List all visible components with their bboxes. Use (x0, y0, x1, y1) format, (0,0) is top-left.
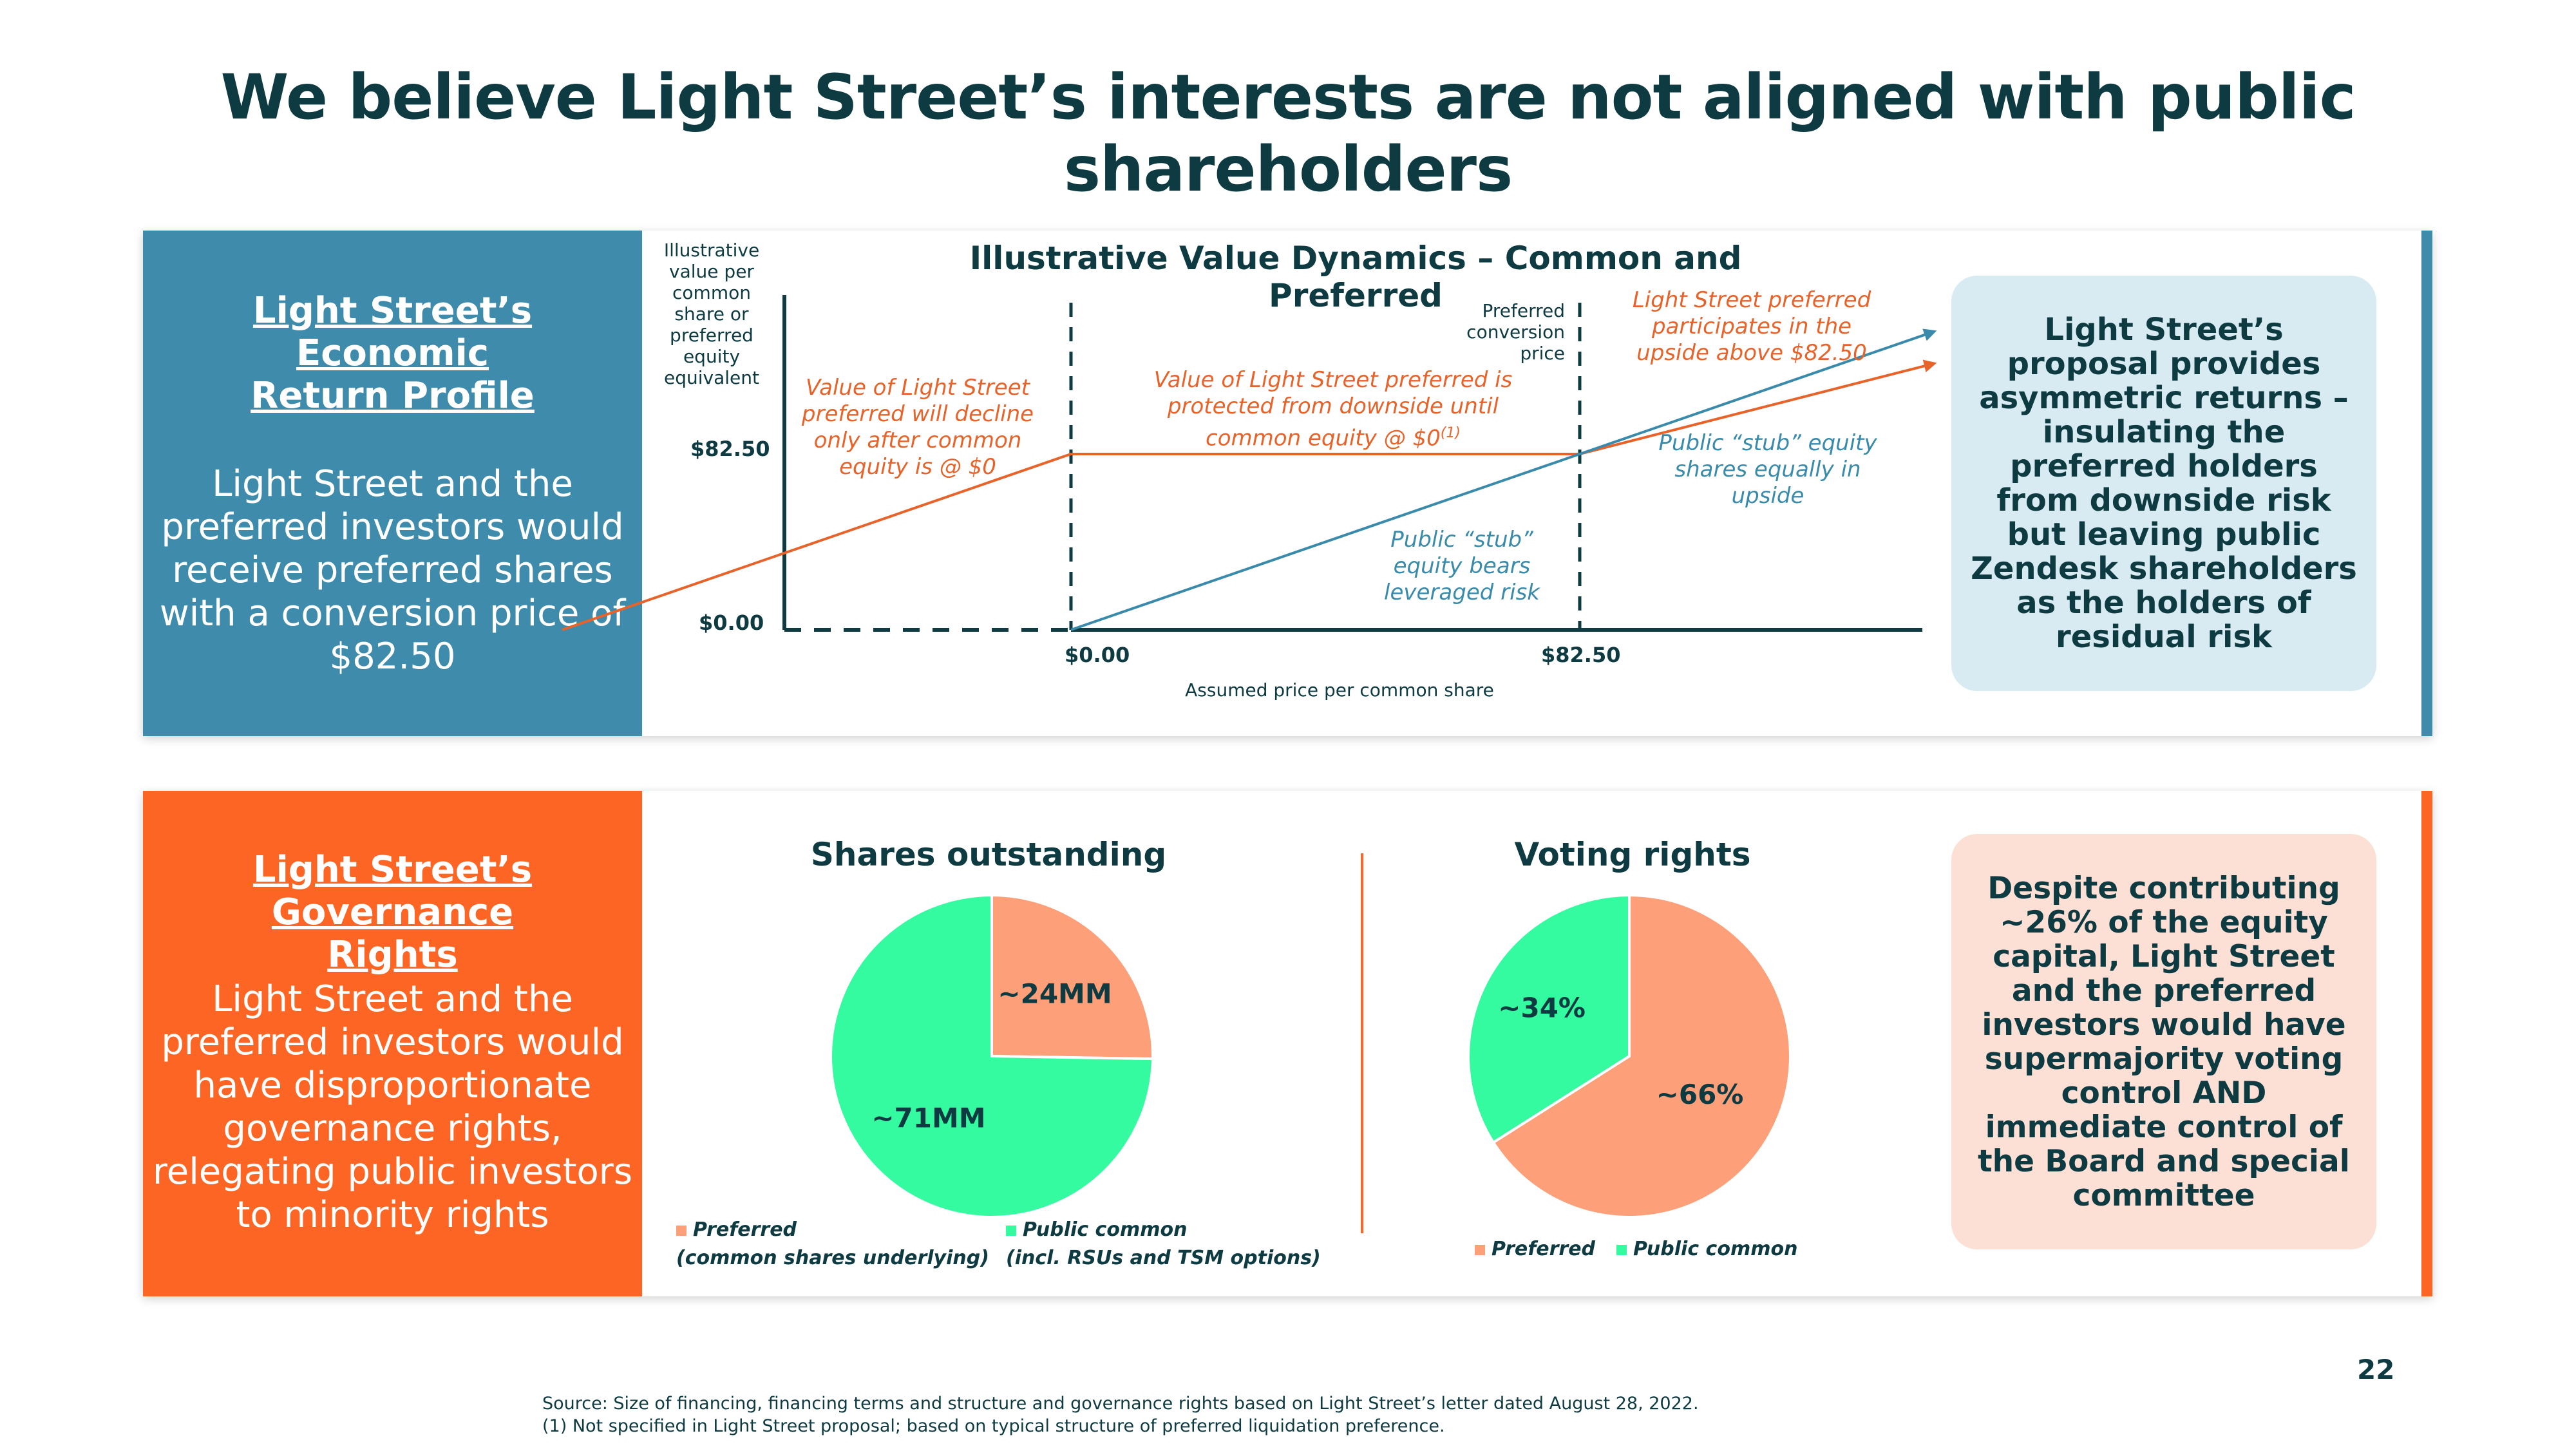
economic-heading-text: Light Street’s Economic Return Profile (251, 290, 535, 417)
voting-title: Voting rights (1514, 836, 1751, 873)
voting-legend-preferred: Preferred (1475, 1235, 1595, 1264)
source-text: Source: Size of financing, financing ter… (542, 1394, 1699, 1414)
series-line-public-stub (1070, 328, 1937, 631)
line-chart (562, 295, 1937, 632)
pie-slice-preferred (990, 893, 1154, 1061)
governance-body: Light Street and the preferred investors… (153, 978, 633, 1236)
governance-left-block (143, 791, 642, 1296)
y-tick-0: $0.00 (699, 611, 764, 635)
series-line-preferred (562, 359, 1937, 631)
voting-legend-public: Public common (1616, 1235, 1797, 1264)
economic-right-bar (2421, 231, 2432, 736)
pie-slice-preferred (1492, 893, 1792, 1218)
footnote-marker: (1) (1440, 425, 1461, 441)
annotation-stub-upside: Public “stub” equity shares equally in u… (1658, 430, 1877, 509)
pie-data-label: ~24MM (998, 978, 1112, 1010)
governance-right-bar (2421, 791, 2432, 1296)
legend-swatch-preferred (1475, 1244, 1485, 1255)
economic-callout: Light Street’s proposal provides asymmet… (1951, 276, 2376, 691)
shares-legend-preferred: Preferred (common shares underlying) (676, 1216, 989, 1273)
footnote-text: (1) Not specified in Light Street propos… (542, 1416, 1445, 1436)
legend-sublabel: (common shares underlying) (676, 1247, 989, 1269)
economic-left-block (143, 231, 642, 736)
x-axis-label: Assumed price per common share (1185, 679, 1494, 701)
line-chart-title: Illustrative Value Dynamics – Common and… (969, 240, 1742, 314)
economic-body: Light Street and the preferred investors… (159, 463, 626, 677)
pie-data-label: ~66% (1656, 1079, 1744, 1110)
annotation-protected: Value of Light Street preferred is prote… (1153, 367, 1513, 451)
legend-label: Preferred (693, 1218, 797, 1241)
legend-label: Public common (1633, 1238, 1798, 1260)
conversion-price-label: Preferred conversion price (1466, 300, 1565, 364)
pie-shares-outstanding: ~24MM ~71MM (829, 893, 1155, 1218)
annotation-participates: Light Street preferred participates in t… (1632, 287, 1871, 366)
y-tick-8250: $82.50 (690, 437, 770, 461)
pie-slice-public-common (1467, 893, 1631, 1144)
source-note: Source: Size of financing, financing ter… (542, 1392, 1699, 1437)
legend-label: Preferred (1492, 1238, 1596, 1260)
pie-slice-public-common (829, 893, 1155, 1218)
y-axis-label: Illustrative value per common share or p… (663, 240, 760, 388)
page-title: We believe Light Street’s interests are … (220, 61, 2356, 205)
x-tick-8250: $82.50 (1541, 643, 1621, 667)
shares-title: Shares outstanding (810, 836, 1167, 873)
pie-divider (1361, 853, 1363, 1233)
legend-label: Public common (1023, 1218, 1188, 1241)
governance-callout: Despite contributing ~26% of the equity … (1951, 834, 2376, 1249)
annotation-protected-text: Value of Light Street preferred is prote… (1153, 367, 1513, 451)
x-tick-0: $0.00 (1065, 643, 1130, 667)
shares-legend-public: Public common (incl. RSUs and TSM option… (1006, 1216, 1321, 1273)
pie-data-label: ~34% (1498, 992, 1586, 1023)
legend-swatch-public (1006, 1225, 1016, 1236)
legend-swatch-preferred (676, 1225, 687, 1236)
governance-heading: Light Street’s Governance Rights (149, 849, 636, 976)
pie-data-label: ~71MM (871, 1102, 985, 1133)
annotation-stub-risk: Public “stub” equity bears leveraged ris… (1384, 527, 1540, 605)
governance-heading-text: Light Street’s Governance Rights (252, 849, 533, 976)
annotation-decline: Value of Light Street preferred will dec… (801, 375, 1034, 480)
legend-swatch-public (1616, 1244, 1627, 1255)
page-number: 22 (2357, 1354, 2395, 1385)
legend-sublabel: (incl. RSUs and TSM options) (1006, 1247, 1321, 1269)
economic-heading: Light Street’s Economic Return Profile (149, 290, 636, 417)
pie-voting-rights: ~66% ~34% (1467, 893, 1792, 1218)
